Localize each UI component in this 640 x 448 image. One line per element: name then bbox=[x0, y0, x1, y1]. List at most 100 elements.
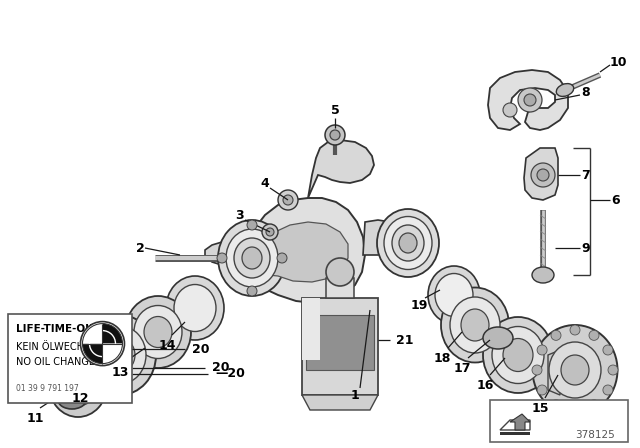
Circle shape bbox=[603, 345, 613, 355]
Circle shape bbox=[570, 405, 580, 415]
Ellipse shape bbox=[69, 375, 87, 395]
Text: 3: 3 bbox=[236, 208, 244, 221]
Bar bbox=[490, 400, 628, 442]
Text: 16: 16 bbox=[476, 379, 493, 392]
Ellipse shape bbox=[384, 216, 432, 270]
Text: 1: 1 bbox=[351, 388, 360, 401]
Text: KEIN ÖLWECHSEL: KEIN ÖLWECHSEL bbox=[15, 341, 101, 352]
Ellipse shape bbox=[532, 267, 554, 283]
Ellipse shape bbox=[174, 284, 216, 332]
Polygon shape bbox=[510, 414, 530, 430]
Ellipse shape bbox=[392, 225, 424, 261]
Polygon shape bbox=[524, 148, 558, 200]
Text: 19: 19 bbox=[410, 298, 428, 311]
Polygon shape bbox=[326, 278, 354, 298]
Ellipse shape bbox=[483, 327, 513, 349]
Ellipse shape bbox=[242, 247, 262, 269]
Wedge shape bbox=[102, 323, 122, 344]
Circle shape bbox=[325, 125, 345, 145]
Text: 6: 6 bbox=[612, 194, 620, 207]
Circle shape bbox=[503, 103, 517, 117]
Circle shape bbox=[217, 253, 227, 263]
Ellipse shape bbox=[492, 327, 544, 383]
Polygon shape bbox=[488, 70, 568, 130]
Circle shape bbox=[247, 286, 257, 296]
Text: 8: 8 bbox=[582, 86, 590, 99]
Text: 5: 5 bbox=[331, 103, 339, 116]
Circle shape bbox=[589, 330, 599, 340]
Circle shape bbox=[518, 88, 542, 112]
Ellipse shape bbox=[399, 233, 417, 253]
Ellipse shape bbox=[49, 353, 107, 417]
Ellipse shape bbox=[125, 296, 191, 368]
Polygon shape bbox=[302, 298, 320, 360]
Text: —20: —20 bbox=[215, 367, 245, 380]
Ellipse shape bbox=[226, 229, 278, 287]
Polygon shape bbox=[308, 140, 374, 198]
Text: 4: 4 bbox=[260, 177, 269, 190]
Circle shape bbox=[266, 228, 274, 236]
Ellipse shape bbox=[234, 238, 270, 278]
Circle shape bbox=[278, 190, 298, 210]
Text: LIFE-TIME-OIL: LIFE-TIME-OIL bbox=[15, 323, 95, 334]
Circle shape bbox=[589, 400, 599, 409]
Ellipse shape bbox=[58, 391, 86, 409]
Ellipse shape bbox=[59, 364, 97, 406]
Ellipse shape bbox=[450, 297, 500, 353]
Ellipse shape bbox=[428, 266, 480, 324]
Text: 13: 13 bbox=[111, 366, 129, 379]
Ellipse shape bbox=[134, 306, 182, 358]
Circle shape bbox=[277, 253, 287, 263]
Circle shape bbox=[524, 94, 536, 106]
Text: 14: 14 bbox=[158, 339, 176, 352]
Circle shape bbox=[531, 163, 555, 187]
Text: 20: 20 bbox=[192, 343, 209, 356]
Text: 7: 7 bbox=[582, 168, 590, 181]
Ellipse shape bbox=[105, 338, 135, 372]
Ellipse shape bbox=[94, 326, 146, 384]
Ellipse shape bbox=[532, 325, 618, 415]
Text: 17: 17 bbox=[453, 362, 471, 375]
Circle shape bbox=[330, 130, 340, 140]
Circle shape bbox=[247, 220, 257, 230]
Text: 18: 18 bbox=[433, 352, 451, 365]
Text: 20: 20 bbox=[212, 361, 230, 374]
Wedge shape bbox=[83, 323, 102, 344]
Polygon shape bbox=[302, 298, 378, 395]
Bar bbox=[8, 314, 132, 403]
Polygon shape bbox=[548, 350, 560, 395]
Polygon shape bbox=[302, 395, 378, 410]
Polygon shape bbox=[500, 432, 530, 435]
Ellipse shape bbox=[91, 351, 129, 379]
Text: 11: 11 bbox=[26, 412, 44, 425]
Circle shape bbox=[537, 345, 547, 355]
Ellipse shape bbox=[377, 209, 439, 277]
Polygon shape bbox=[245, 198, 365, 303]
Circle shape bbox=[326, 258, 354, 286]
Circle shape bbox=[262, 224, 278, 240]
Text: 9: 9 bbox=[582, 241, 590, 254]
Circle shape bbox=[532, 365, 542, 375]
Circle shape bbox=[537, 385, 547, 395]
Ellipse shape bbox=[441, 288, 509, 362]
Wedge shape bbox=[83, 344, 102, 364]
Text: 2: 2 bbox=[136, 241, 145, 254]
Ellipse shape bbox=[461, 309, 489, 341]
Polygon shape bbox=[363, 220, 408, 255]
Ellipse shape bbox=[556, 84, 573, 96]
Text: 12: 12 bbox=[71, 392, 89, 405]
Ellipse shape bbox=[561, 355, 589, 385]
Text: 15: 15 bbox=[531, 401, 548, 414]
Polygon shape bbox=[205, 241, 250, 268]
Text: 21: 21 bbox=[396, 333, 413, 346]
Circle shape bbox=[608, 365, 618, 375]
Circle shape bbox=[81, 322, 125, 366]
Circle shape bbox=[551, 400, 561, 409]
Ellipse shape bbox=[84, 315, 156, 395]
Circle shape bbox=[537, 169, 549, 181]
Circle shape bbox=[551, 330, 561, 340]
Text: 01 39 9 791 197: 01 39 9 791 197 bbox=[15, 384, 79, 393]
Ellipse shape bbox=[166, 276, 224, 340]
Text: 378125: 378125 bbox=[575, 430, 615, 440]
Ellipse shape bbox=[144, 316, 172, 348]
